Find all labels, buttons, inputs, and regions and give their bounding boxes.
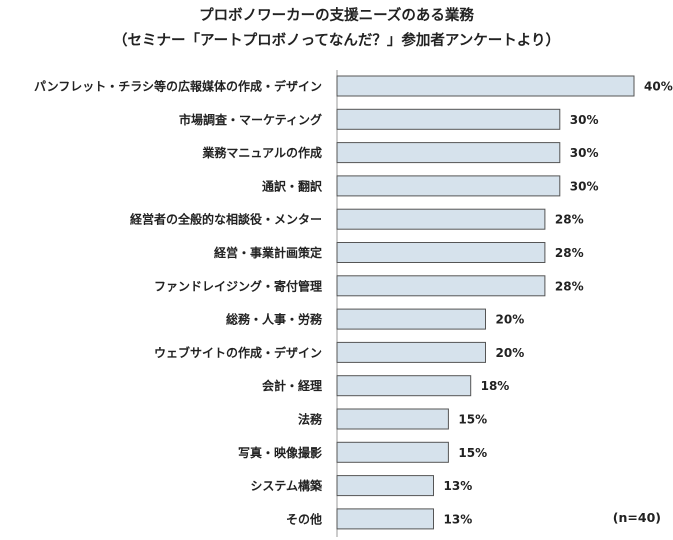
category-label: ウェブサイトの作成・デザイン: [154, 345, 322, 360]
value-label: 28%: [555, 279, 584, 293]
bar: [336, 175, 561, 197]
bar: [336, 441, 449, 463]
category-label: 市場調査・マーケティング: [179, 112, 322, 127]
category-label: システム構築: [250, 478, 323, 493]
value-label: 13%: [444, 479, 473, 493]
bar: [336, 142, 561, 164]
bar: [336, 308, 486, 330]
value-label: 15%: [458, 413, 487, 427]
category-label: 通訳・翻訳: [262, 178, 323, 193]
bar: [336, 475, 434, 497]
value-label: 30%: [570, 146, 599, 160]
bar: [336, 108, 561, 130]
value-label: 30%: [570, 113, 599, 127]
bar: [336, 341, 486, 363]
category-label: ファンドレイジング・寄付管理: [154, 278, 322, 293]
bar: [336, 408, 449, 430]
bar: [336, 242, 546, 263]
bar: [336, 375, 472, 397]
chart-title: プロボノワーカーの支援ニーズのある業務: [199, 8, 474, 24]
category-label: 業務マニュアルの作成: [201, 145, 322, 160]
bar: [336, 208, 546, 230]
category-label: 写真・映像撮影: [238, 445, 322, 460]
value-label: 18%: [481, 379, 510, 393]
category-label: 経営者の全般的な相談役・メンター: [130, 212, 322, 227]
bar: [336, 75, 635, 97]
category-label: パンフレット・チラシ等の広報媒体の作成・デザイン: [34, 79, 322, 94]
sample-size-note: (n=40): [612, 510, 661, 525]
bar: [336, 275, 546, 297]
category-label: 総務・人事・労務: [226, 312, 323, 327]
value-label: 20%: [496, 313, 525, 327]
value-label: 28%: [555, 213, 584, 227]
category-label: その他: [286, 511, 322, 526]
category-label: 法務: [298, 412, 323, 427]
value-label: 28%: [555, 246, 584, 260]
category-label: 経営・事業計画策定: [214, 245, 322, 260]
value-label: 40%: [644, 80, 673, 94]
value-label: 30%: [570, 179, 599, 193]
value-label: 15%: [458, 446, 487, 460]
chart-subtitle: （セミナー「アートプロボノってなんだ？」参加者アンケートより）: [112, 33, 561, 49]
category-label: 会計・経理: [262, 378, 322, 393]
value-label: 13%: [444, 512, 473, 526]
value-label: 20%: [496, 346, 525, 360]
bar: [336, 508, 434, 530]
